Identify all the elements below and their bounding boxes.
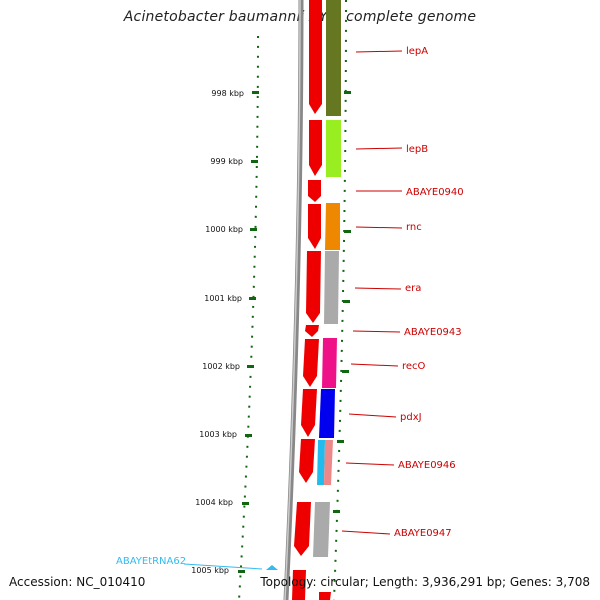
gene-arrow-era[interactable] (306, 251, 321, 323)
tick-label-1005: 1005 kbp (191, 566, 229, 575)
cog-block-rnc (325, 203, 340, 250)
gene-arrow-pdxJ[interactable] (301, 389, 317, 437)
gene-arrow-ABAYE0940[interactable] (308, 180, 321, 202)
cog-block-next (319, 592, 331, 600)
tick-label-1004: 1004 kbp (195, 498, 233, 507)
gene-arrow-ABAYE0943[interactable] (305, 325, 319, 337)
trna-leader (183, 563, 263, 570)
cog-block-lepB (326, 120, 341, 177)
cog-block-pdxJ (319, 389, 335, 438)
gene-arrow-ABAYE0947[interactable] (294, 502, 311, 556)
tick-label-998: 998 kbp (211, 89, 244, 98)
gene-label-ABAYE0946[interactable]: ABAYE0946 (398, 460, 456, 471)
cog-track (313, 0, 341, 600)
accession-text: Accession: NC_010410 (9, 575, 146, 589)
gene-label-lepB[interactable]: lepB (406, 144, 428, 155)
inner-guide-ring (238, 35, 259, 600)
tick-label-1003: 1003 kbp (199, 430, 237, 439)
genome-summary: Topology: circular; Length: 3,936,291 bp… (260, 575, 590, 589)
gene-label-ABAYE0947[interactable]: ABAYE0947 (394, 528, 452, 539)
gene-label-recO[interactable]: recO (402, 361, 426, 372)
gene-label-rnc[interactable]: rnc (406, 222, 422, 233)
tick-label-1001: 1001 kbp (204, 294, 242, 303)
gene-arrow-rnc[interactable] (308, 204, 321, 249)
cog-block-recO (322, 338, 337, 388)
gene-label-pdxJ[interactable]: pdxJ (400, 412, 422, 423)
gene-label-ABAYE0943[interactable]: ABAYE0943 (404, 327, 462, 338)
gene-label-era[interactable]: era (405, 283, 421, 294)
tick-label-1002: 1002 kbp (202, 362, 240, 371)
outer-guide-ring (333, 0, 347, 600)
cog-block-ABAYE0946a (317, 440, 325, 485)
cog-end-marks (333, 91, 351, 513)
gene-arrow-lepA[interactable] (309, 0, 322, 114)
cds-track (292, 0, 322, 600)
backbone-ring-highlight (284, 0, 301, 600)
gene-label-lepA[interactable]: lepA (406, 46, 428, 57)
trna-feature: ABAYEtRNA62 (116, 556, 278, 570)
trna-label[interactable]: ABAYEtRNA62 (116, 556, 186, 567)
backbone-ring (283, 0, 304, 600)
cog-block-ABAYE0947 (313, 502, 330, 557)
tick-label-1000: 1000 kbp (205, 225, 243, 234)
cog-block-ABAYE0946b (324, 440, 333, 485)
gene-arrow-ABAYE0946[interactable] (299, 439, 315, 483)
tick-label-999: 999 kbp (210, 157, 243, 166)
label-leaders (341, 50, 403, 535)
gene-label-ABAYE0940[interactable]: ABAYE0940 (406, 187, 464, 198)
gene-arrow-recO[interactable] (303, 339, 319, 387)
tick-marks (238, 91, 259, 573)
gene-arrow-next (292, 570, 306, 600)
gene-arrow-lepB[interactable] (309, 120, 322, 176)
tick-labels: 998 kbp 999 kbp 1000 kbp 1001 kbp 1002 k… (191, 89, 244, 575)
gene-labels: lepA lepB ABAYE0940 rnc era ABAYE0943 re… (394, 46, 464, 539)
cog-block-lepA (326, 0, 341, 116)
cog-block-era (324, 251, 339, 324)
trna-marker[interactable] (266, 565, 278, 570)
